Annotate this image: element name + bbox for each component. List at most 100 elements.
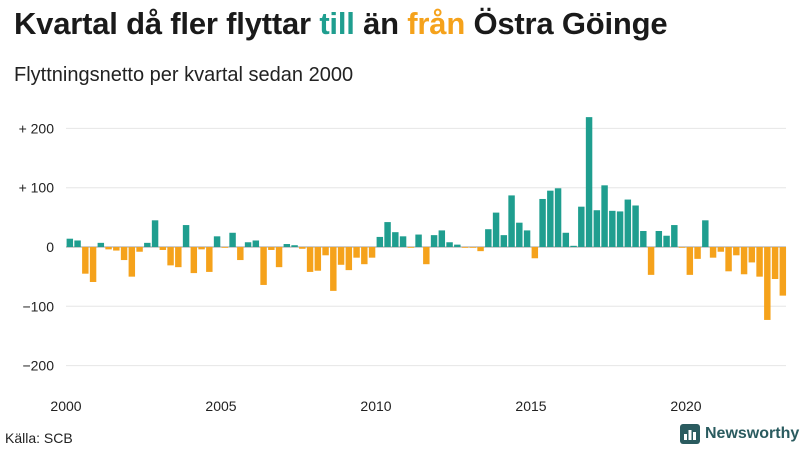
bar [268, 247, 275, 250]
bar [167, 247, 174, 266]
bar [299, 247, 306, 249]
bar [322, 247, 329, 256]
bar [314, 247, 322, 271]
bar [562, 232, 570, 247]
bar [539, 198, 546, 247]
bar [89, 247, 97, 282]
bar [182, 225, 190, 247]
brand[interactable]: Newsworthy [680, 424, 799, 444]
bar [632, 205, 639, 247]
bar [345, 247, 353, 271]
bar [221, 247, 229, 248]
bar [454, 244, 461, 247]
bar [306, 247, 314, 272]
bar [291, 245, 298, 247]
y-tick-label: + 100 [19, 180, 55, 196]
bar [624, 199, 632, 247]
title-text-2: än [354, 6, 408, 41]
bar [485, 229, 492, 247]
y-tick-label: + 200 [19, 120, 55, 136]
bar [779, 247, 787, 296]
brand-name: Newsworthy [705, 425, 800, 442]
bar [105, 247, 112, 250]
bar [407, 247, 415, 248]
bar-chart-logo-icon [680, 424, 700, 444]
bar [128, 247, 136, 277]
x-tick-label: 2005 [205, 398, 236, 414]
bar [136, 247, 143, 252]
x-tick-label: 2015 [515, 398, 546, 414]
y-tick-label: −100 [22, 298, 54, 314]
bar [709, 247, 717, 258]
title-till: till [319, 6, 355, 41]
bar [570, 245, 577, 247]
bar [469, 247, 477, 248]
bar [725, 247, 732, 272]
bar [283, 244, 291, 247]
bar [159, 247, 167, 250]
bar [694, 247, 701, 259]
title-fran: från [407, 6, 466, 41]
bar [175, 247, 182, 268]
bar [764, 247, 771, 320]
bar [361, 247, 368, 265]
bar [663, 235, 670, 247]
bar [516, 222, 523, 247]
bar [585, 117, 593, 247]
bar [368, 247, 376, 258]
x-tick-label: 2000 [50, 398, 81, 414]
bar [640, 230, 647, 247]
bar [771, 247, 779, 280]
bar [384, 222, 391, 247]
bar [415, 234, 422, 247]
bar [82, 247, 89, 274]
bar [244, 242, 252, 247]
bar [423, 247, 430, 265]
bar [733, 247, 740, 256]
bar [66, 238, 74, 247]
bar [144, 242, 151, 247]
bar [392, 232, 399, 247]
bar [756, 247, 763, 277]
bar [554, 188, 562, 247]
title-text-1: Kvartal då fler flyttar [14, 6, 320, 41]
bar [260, 247, 267, 285]
chart-title: Kvartal då fler flyttar till än från Öst… [14, 6, 668, 42]
bar [492, 212, 500, 247]
bar [399, 236, 407, 247]
bar [438, 230, 446, 247]
bar [609, 210, 616, 247]
bar [678, 247, 686, 248]
bar [151, 220, 159, 247]
bar [353, 247, 360, 258]
bar [686, 247, 694, 275]
bar [477, 247, 484, 252]
bar [616, 211, 624, 247]
title-text-3: Östra Göinge [465, 6, 668, 41]
bar [508, 195, 515, 247]
bar [717, 247, 725, 252]
x-tick-label: 2020 [670, 398, 701, 414]
bar [113, 247, 120, 251]
bar [601, 185, 608, 247]
bar [748, 247, 756, 263]
bar [97, 242, 105, 247]
bar [213, 236, 221, 247]
y-tick-label: 0 [46, 239, 54, 255]
bar [500, 235, 508, 247]
bar [740, 247, 748, 275]
bar [523, 230, 531, 247]
y-axis-ticks: + 200 + 100 0 −100 −200 [19, 120, 55, 373]
source-note: Källa: SCB [5, 430, 73, 446]
bar [655, 230, 663, 247]
bar [198, 247, 205, 250]
y-tick-label: −200 [22, 358, 54, 374]
bar [275, 247, 283, 268]
bar [190, 247, 198, 274]
bar [74, 240, 81, 247]
bar [206, 247, 213, 272]
bar [120, 247, 128, 261]
bar [702, 220, 709, 247]
chart-subtitle: Flyttningsnetto per kvartal sedan 2000 [14, 64, 354, 86]
